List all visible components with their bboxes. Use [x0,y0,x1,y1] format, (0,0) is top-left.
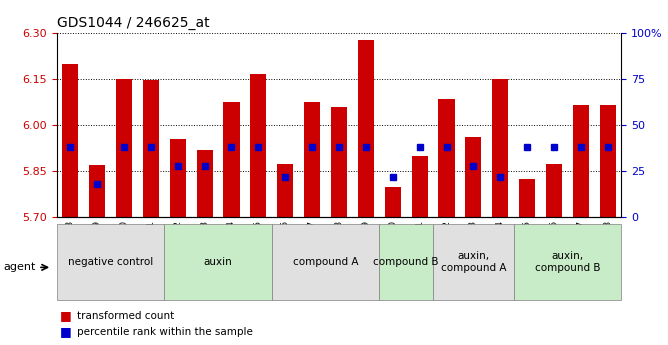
Bar [573,105,589,217]
Bar [277,164,293,217]
Bar [358,40,374,217]
Bar [492,79,508,217]
Text: auxin,
compound B: auxin, compound B [534,252,601,273]
Bar [546,164,562,217]
Bar [379,224,433,300]
Bar [272,224,379,300]
Bar [600,105,616,217]
Bar [116,79,132,217]
Bar [514,224,621,300]
Bar [411,156,428,217]
Text: auxin: auxin [204,257,232,267]
Bar [164,224,272,300]
Bar [89,165,105,217]
Bar [196,150,212,217]
Bar [433,224,514,300]
Bar [466,137,482,217]
Text: auxin,
compound A: auxin, compound A [441,252,506,273]
Bar [250,74,267,217]
Bar [438,99,455,217]
Text: compound B: compound B [373,257,439,267]
Bar [57,224,164,300]
Text: compound A: compound A [293,257,358,267]
Bar [170,139,186,217]
Text: GDS1044 / 246625_at: GDS1044 / 246625_at [57,16,209,30]
Bar [143,80,159,217]
Bar [62,63,78,217]
Bar [223,102,240,217]
Text: ■: ■ [60,325,72,338]
Bar [385,187,401,217]
Text: percentile rank within the sample: percentile rank within the sample [77,327,253,337]
Text: ■: ■ [60,309,72,322]
Text: negative control: negative control [68,257,153,267]
Text: agent: agent [3,263,35,272]
Bar [331,107,347,217]
Bar [519,179,535,217]
Text: transformed count: transformed count [77,311,174,321]
Bar [304,102,320,217]
